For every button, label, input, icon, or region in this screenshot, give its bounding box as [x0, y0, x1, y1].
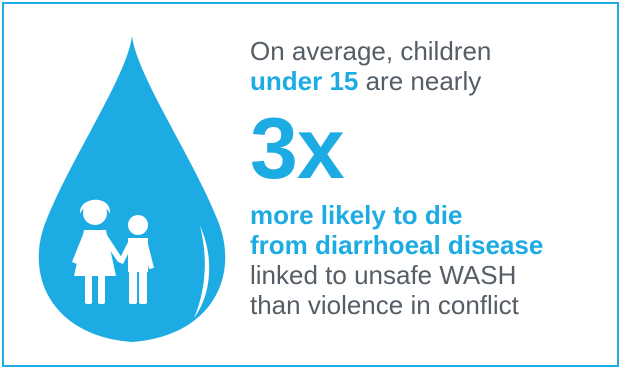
water-drop-icon — [38, 36, 226, 342]
intro-line-1: On average, children — [250, 36, 492, 66]
multiplier-stat: 3x — [250, 101, 345, 197]
intro-line-2-rest: are nearly — [358, 66, 482, 96]
highlight-line-1: more likely to die — [250, 200, 463, 230]
infographic-text: On average, children under 15 are nearly… — [250, 36, 610, 320]
detail-line-1: linked to unsafe WASH — [250, 260, 517, 290]
children-icon — [72, 199, 154, 304]
detail-line-2: than violence in conflict — [250, 290, 519, 320]
age-highlight: under 15 — [250, 66, 359, 96]
intro-line-2: under 15 are nearly — [250, 66, 610, 96]
highlight-line-2: from diarrhoeal disease — [250, 230, 544, 260]
